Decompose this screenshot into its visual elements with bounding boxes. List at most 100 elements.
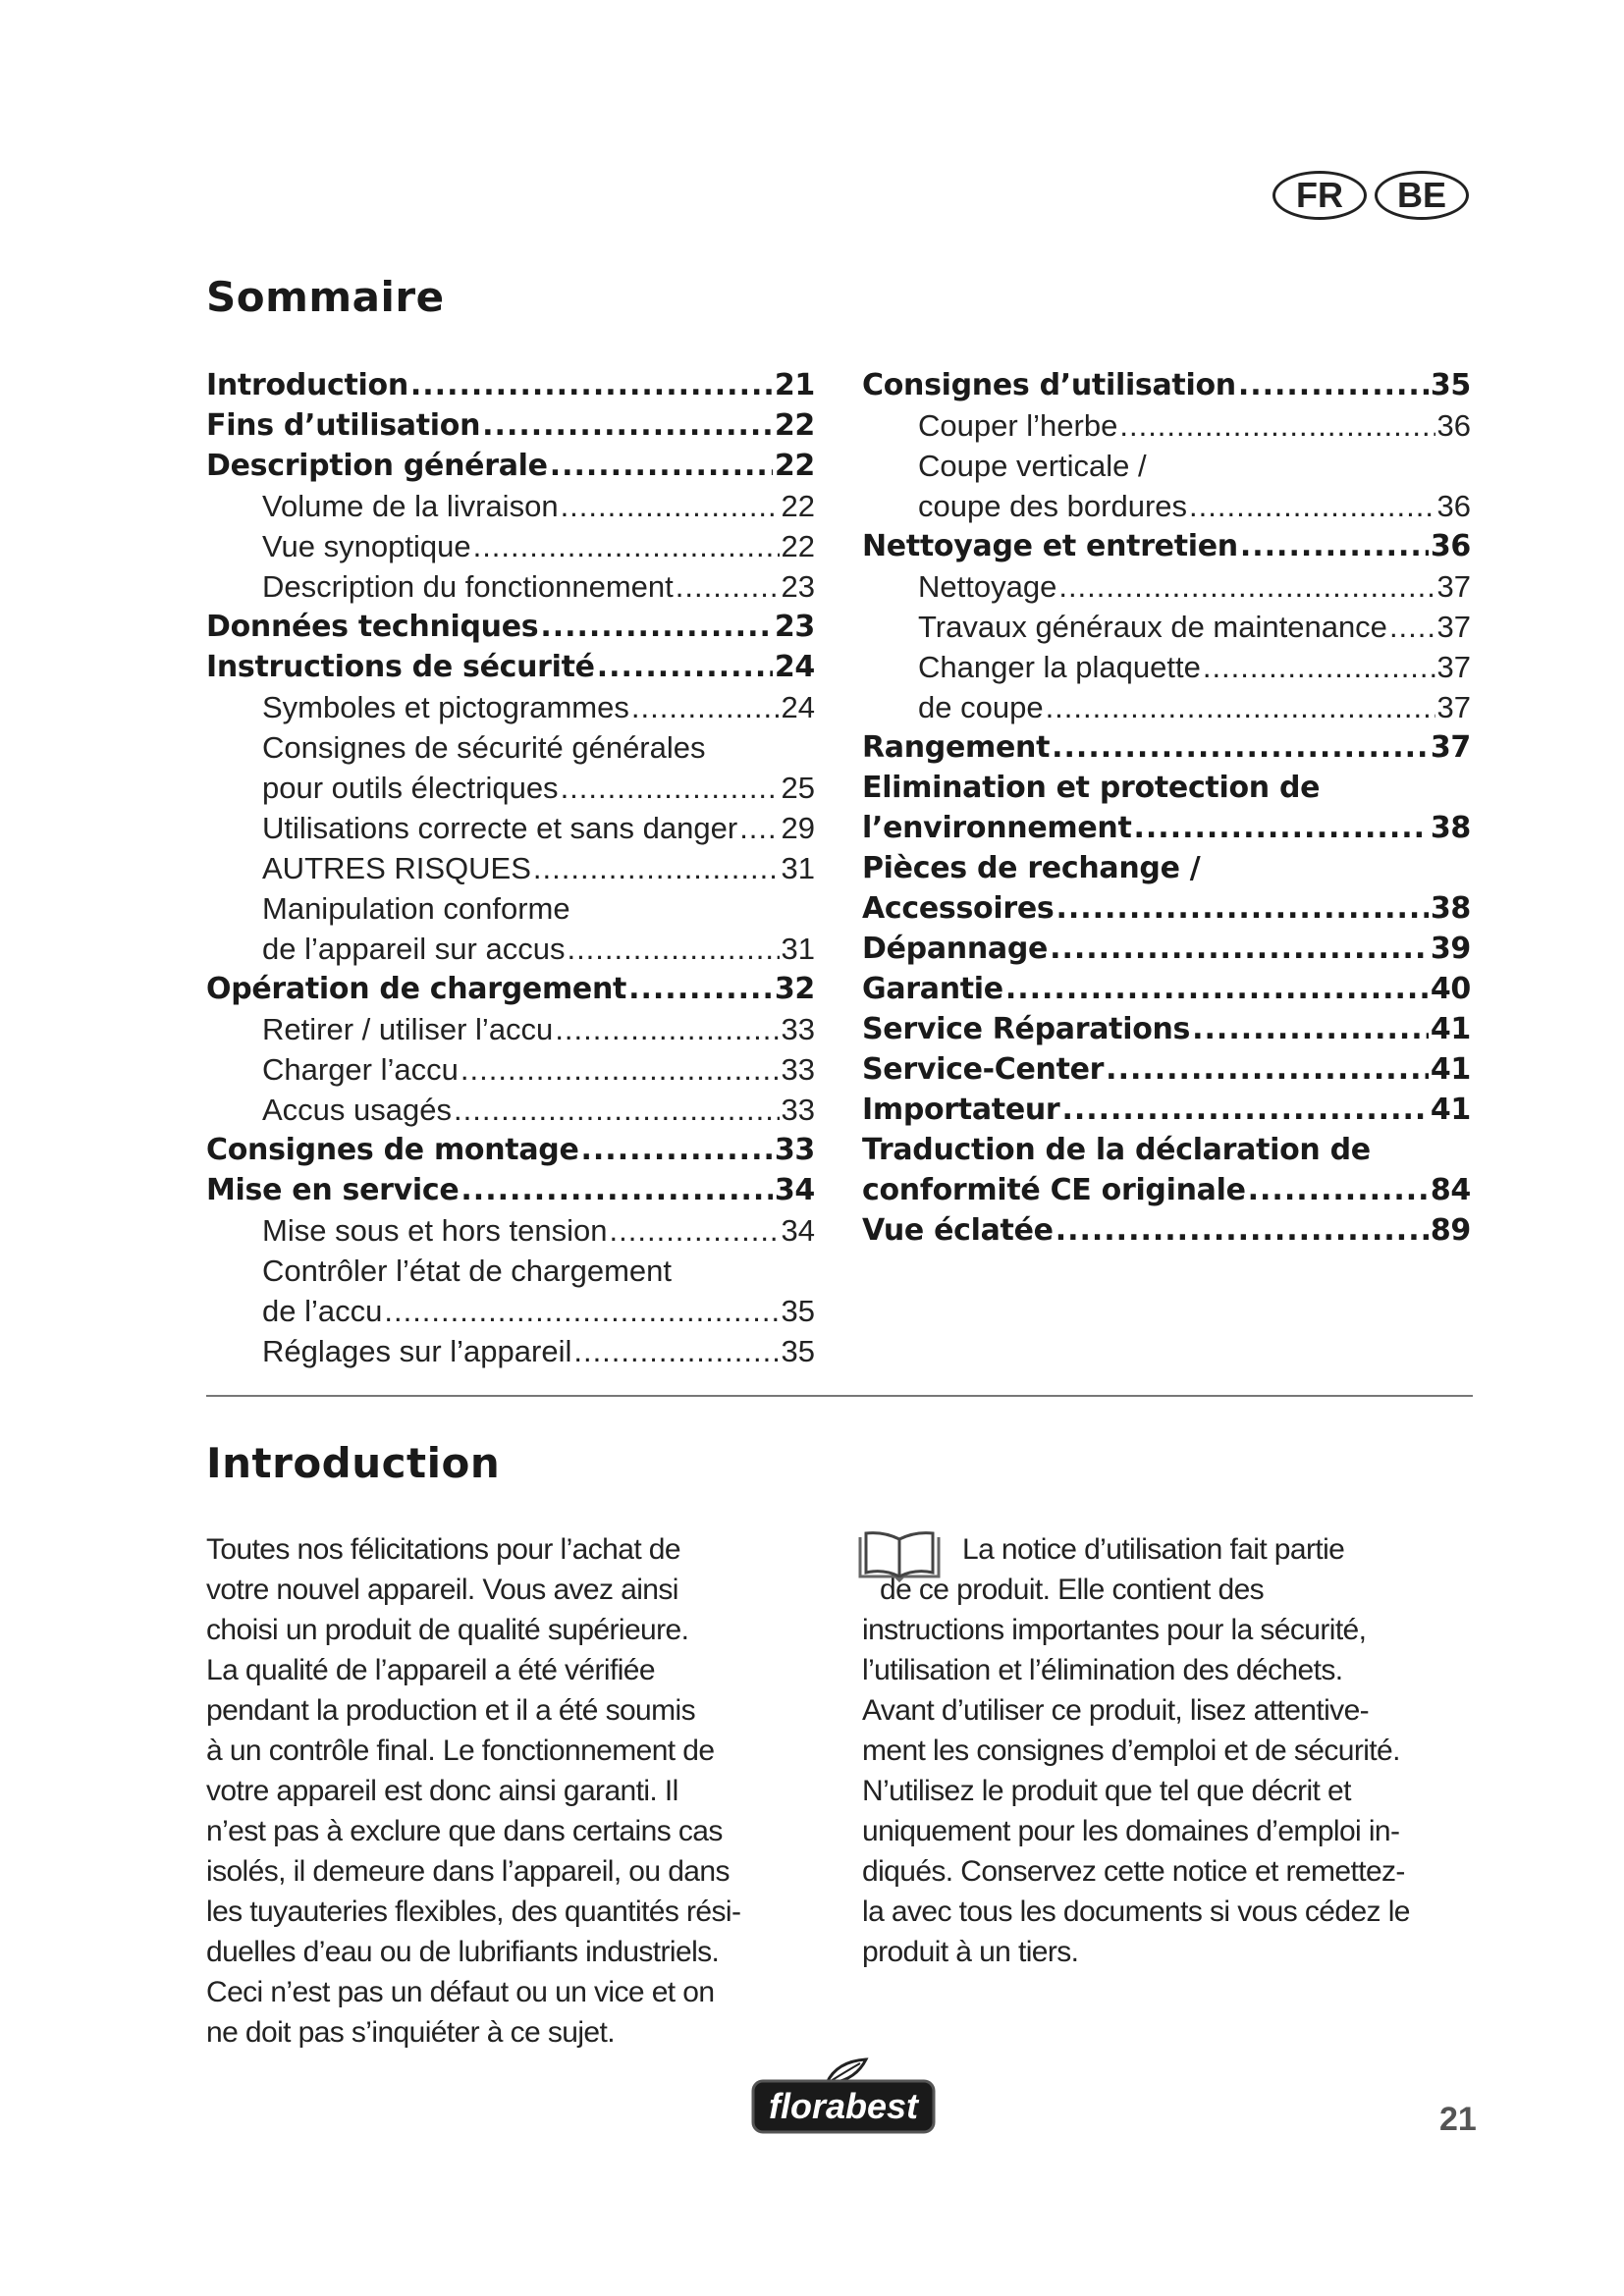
toc-entry-page: 23 [781, 569, 815, 604]
toc-entry-title: de l’appareil sur accus [262, 932, 566, 966]
toc-entry: Dépannage 39 [862, 929, 1471, 969]
toc-entry: Vue éclatée 89 [862, 1210, 1471, 1251]
toc-entry-title: Service-Center [862, 1052, 1105, 1087]
paragraph-line: uniquement pour les domaines d’emploi in… [862, 1815, 1400, 1847]
toc-entry-page: 34 [774, 1173, 815, 1207]
toc-entry-title: Manipulation conforme [262, 891, 570, 926]
country-badge-fr: FR [1272, 171, 1367, 220]
toc-entry-page: 23 [774, 610, 815, 644]
toc-dot-leader [460, 1170, 772, 1210]
toc-entry-page: 89 [1430, 1213, 1471, 1248]
toc-entry: Travaux généraux de maintenance 37 [862, 607, 1471, 647]
toc-entry-page: 41 [1430, 1012, 1471, 1046]
toc-entry-title: Contrôler l’état de chargement [262, 1254, 673, 1288]
svg-text:florabest: florabest [769, 2086, 920, 2126]
toc-entry-title: Opération de chargement [206, 972, 627, 1006]
toc-entry-page: 37 [1430, 730, 1471, 765]
toc-entry-page: 24 [781, 690, 815, 724]
paragraph-line: Ceci n’est pas un défaut ou un vice et o… [206, 1976, 715, 2008]
toc-entry-title: Mise en service [206, 1173, 460, 1207]
toc-entry-title: Consignes d’utilisation [862, 368, 1236, 402]
paragraph-line: La qualité de l’appareil a été vérifiée [206, 1654, 656, 1686]
toc-dot-leader [1050, 929, 1429, 969]
toc-entry-title: Consignes de sécurité générales [262, 730, 706, 765]
toc-entry-page: 38 [1430, 811, 1471, 845]
toc-entry: l’environnement 38 [862, 808, 1471, 848]
toc-dot-leader [533, 848, 780, 888]
toc-entry-page: 84 [1430, 1173, 1471, 1207]
toc-entry: Accus usagés 33 [206, 1090, 815, 1130]
toc-dot-leader [631, 687, 780, 727]
toc-entry-page: 31 [781, 932, 815, 966]
toc-entry-title: Traduction de la déclaration de [862, 1133, 1371, 1167]
paragraph-line: Toutes nos félicitations pour l’achat de [206, 1533, 681, 1566]
toc-dot-leader [1119, 405, 1435, 446]
toc-dot-leader [1046, 687, 1435, 727]
toc-entry: conformité CE originale 84 [862, 1170, 1471, 1210]
toc-entry: Consignes d’utilisation 35 [862, 365, 1471, 405]
toc-entry: Nettoyage 37 [862, 566, 1471, 607]
toc-dot-leader [676, 566, 780, 607]
toc-entry: Instructions de sécurité 24 [206, 647, 815, 687]
toc-entry-title: Vue éclatée [862, 1213, 1054, 1248]
toc-entry-page: 36 [1436, 408, 1471, 443]
toc-entry: AUTRES RISQUES 31 [206, 848, 815, 888]
toc-entry: Changer la plaquette 37 [862, 647, 1471, 687]
paragraph-line: la avec tous les documents si vous cédez… [862, 1896, 1410, 1928]
paragraph-line: duelles d’eau ou de lubrifiants industri… [206, 1936, 720, 1968]
toc-entry-page: 37 [1436, 569, 1471, 604]
toc-dot-leader [739, 808, 779, 848]
paragraph-line: de ce produit. Elle contient des [880, 1574, 1265, 1606]
toc-entry-page: 37 [1436, 650, 1471, 684]
toc-dot-leader [454, 1090, 780, 1130]
toc-entry: Garantie 40 [862, 969, 1471, 1009]
toc-entry: Manipulation conforme [206, 888, 815, 929]
toc-entry-title: Coupe verticale / [918, 449, 1147, 483]
paragraph-line: isolés, il demeure dans l’appareil, ou d… [206, 1855, 730, 1888]
toc-entry-page: 33 [781, 1012, 815, 1046]
toc-dot-leader [610, 1210, 780, 1251]
toc-dot-leader [1192, 1009, 1429, 1049]
toc-entry: Description du fonctionnement 23 [206, 566, 815, 607]
toc-entry-title: coupe des bordures [918, 489, 1188, 523]
toc-dot-leader [1061, 1090, 1428, 1130]
paragraph-line: La notice d’utilisation fait partie [962, 1533, 1345, 1566]
toc-entry-title: Retirer / utiliser l’accu [262, 1012, 554, 1046]
toc-entry: Importateur 41 [862, 1090, 1471, 1130]
toc-entry-page: 34 [781, 1213, 815, 1248]
paragraph-line: l’utilisation et l’élimination des déche… [862, 1654, 1343, 1686]
toc-dot-leader [473, 526, 780, 566]
toc-entry-title: Utilisations correcte et sans danger [262, 811, 738, 845]
toc-entry-title: Charger l’accu [262, 1052, 459, 1087]
toc-entry: Service Réparations 41 [862, 1009, 1471, 1049]
toc-entry-title: pour outils électriques [262, 771, 559, 805]
toc-entry: Symboles et pictogrammes 24 [206, 687, 815, 727]
toc-entry-title: Vue synoptique [262, 529, 471, 563]
toc-entry-title: Nettoyage [918, 569, 1057, 604]
toc-entry-title: Service Réparations [862, 1012, 1191, 1046]
toc-dot-leader [1056, 1210, 1429, 1251]
toc-entry-title: Travaux généraux de maintenance [918, 610, 1387, 644]
paragraph-line: votre nouvel appareil. Vous avez ainsi [206, 1574, 678, 1606]
toc-entry-title: de coupe [918, 690, 1044, 724]
toc-entry: Utilisations correcte et sans danger 29 [206, 808, 815, 848]
toc-entry: Données techniques 23 [206, 607, 815, 647]
toc-entry: Elimination et protection de [862, 768, 1471, 808]
paragraph-line: choisi un produit de qualité supérieure. [206, 1614, 689, 1646]
toc-entry-page: 35 [781, 1294, 815, 1328]
toc-entry: Service-Center 41 [862, 1049, 1471, 1090]
toc-entry-title: Rangement [862, 730, 1051, 765]
toc-entry: Description générale 22 [206, 446, 815, 486]
toc-entry-page: 33 [774, 1133, 815, 1167]
paragraph-line: les tuyauteries flexibles, des quantités… [206, 1896, 741, 1928]
toc-entry-title: Symboles et pictogrammes [262, 690, 629, 724]
toc-entry: Mise en service 34 [206, 1170, 815, 1210]
toc-entry: Introduction 21 [206, 365, 815, 405]
toc-entry: Traduction de la déclaration de [862, 1130, 1471, 1170]
toc-entry-page: 24 [774, 650, 815, 684]
toc-dot-leader [567, 929, 779, 969]
toc-right-column: Consignes d’utilisation 35 Couper l’herbe 3… [862, 365, 1471, 1251]
toc-entry-title: Volume de la livraison [262, 489, 559, 523]
toc-entry-title: Accessoires [862, 891, 1055, 926]
toc-entry: Vue synoptique 22 [206, 526, 815, 566]
